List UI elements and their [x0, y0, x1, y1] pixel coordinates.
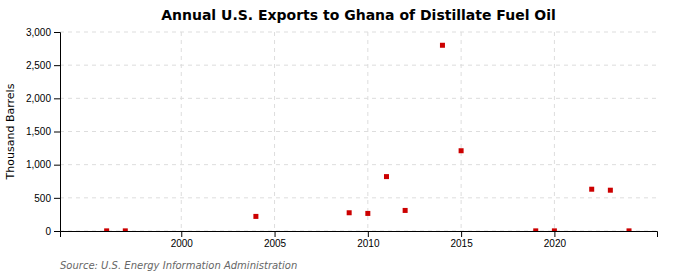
- y-tick-mark: [54, 198, 60, 199]
- y-tick-mark: [54, 98, 60, 99]
- x-tick: 2015: [450, 231, 473, 249]
- y-tick-mark: [54, 231, 60, 232]
- grid-line-y: [60, 32, 657, 33]
- x-tick-label: 2020: [544, 238, 567, 249]
- x-tick-label: 2000: [171, 238, 194, 249]
- y-tick: 500: [34, 193, 60, 204]
- y-axis-line: [54, 33, 61, 232]
- point: [627, 228, 632, 231]
- y-tick-label: 1,000: [26, 159, 51, 170]
- y-tick: 3,000: [26, 27, 60, 38]
- x-tick: 2020: [544, 231, 567, 249]
- point: [552, 228, 557, 231]
- y-tick-mark: [54, 32, 60, 33]
- point: [608, 188, 613, 193]
- source: Source: U.S. Energy Information Administ…: [60, 260, 297, 271]
- y-tick: 1,500: [26, 126, 60, 137]
- y-tick-label: 2,000: [26, 93, 51, 104]
- x-tick-mark: [461, 231, 462, 237]
- grid-line-x: [274, 32, 275, 231]
- x-tick: 2000: [171, 231, 194, 249]
- x-tick-mark: [275, 231, 276, 237]
- y-tick-label: 2,500: [26, 60, 51, 71]
- grid-line-y: [60, 164, 657, 165]
- y-tick-label: 500: [34, 193, 51, 204]
- title: Annual U.S. Exports to Ghana of Distilla…: [161, 7, 556, 23]
- y-tick-mark: [54, 65, 60, 66]
- y-tick-mark: [54, 165, 60, 166]
- y-axis-title: Thousand Barrels: [4, 83, 17, 180]
- point: [403, 208, 408, 213]
- x-tick: 2005: [264, 231, 287, 249]
- y-tick: 2,000: [26, 93, 60, 104]
- point: [347, 210, 352, 215]
- y-tick: 0: [45, 226, 60, 237]
- point: [589, 187, 594, 192]
- x-tick: 2010: [357, 231, 380, 249]
- y-tick-label: 0: [45, 226, 51, 237]
- point: [459, 148, 464, 153]
- plot: 2000 2005 2010 2015 2020 0 500 1,000 1,500 2,000 2…: [26, 27, 658, 249]
- grid-line-x: [554, 32, 555, 231]
- chart: 2000 2005 2010 2015 2020 0 500 1,000 1,500 2,000 2…: [0, 0, 675, 275]
- x-tick-label: 2010: [357, 238, 380, 249]
- point: [533, 228, 538, 231]
- grid-line-y: [60, 98, 657, 99]
- grid: [60, 32, 657, 231]
- grid-line-y: [60, 197, 657, 198]
- y-tick: 2,500: [26, 60, 60, 71]
- point: [104, 228, 109, 231]
- grid-line-y: [60, 65, 657, 66]
- point: [440, 43, 445, 48]
- points: [104, 43, 631, 231]
- x-tick-mark: [554, 231, 555, 237]
- y-tick-label: 3,000: [26, 27, 51, 38]
- point: [384, 174, 389, 179]
- y-tick: 1,000: [26, 159, 60, 170]
- point: [253, 214, 258, 219]
- grid-line-y: [60, 131, 657, 132]
- point: [123, 228, 128, 231]
- x-tick-label: 2005: [264, 238, 287, 249]
- y-tick-mark: [54, 132, 60, 133]
- x-tick-label: 2015: [450, 238, 473, 249]
- point: [365, 211, 370, 216]
- x-tick-mark: [368, 231, 369, 237]
- x-axis: 2000 2005 2010 2015 2020: [61, 231, 658, 249]
- y-tick-label: 1,500: [26, 126, 51, 137]
- y-axis: 0 500 1,000 1,500 2,000 2,500 3,000: [26, 27, 61, 237]
- x-axis-line: [61, 232, 658, 238]
- x-tick-mark: [181, 231, 182, 237]
